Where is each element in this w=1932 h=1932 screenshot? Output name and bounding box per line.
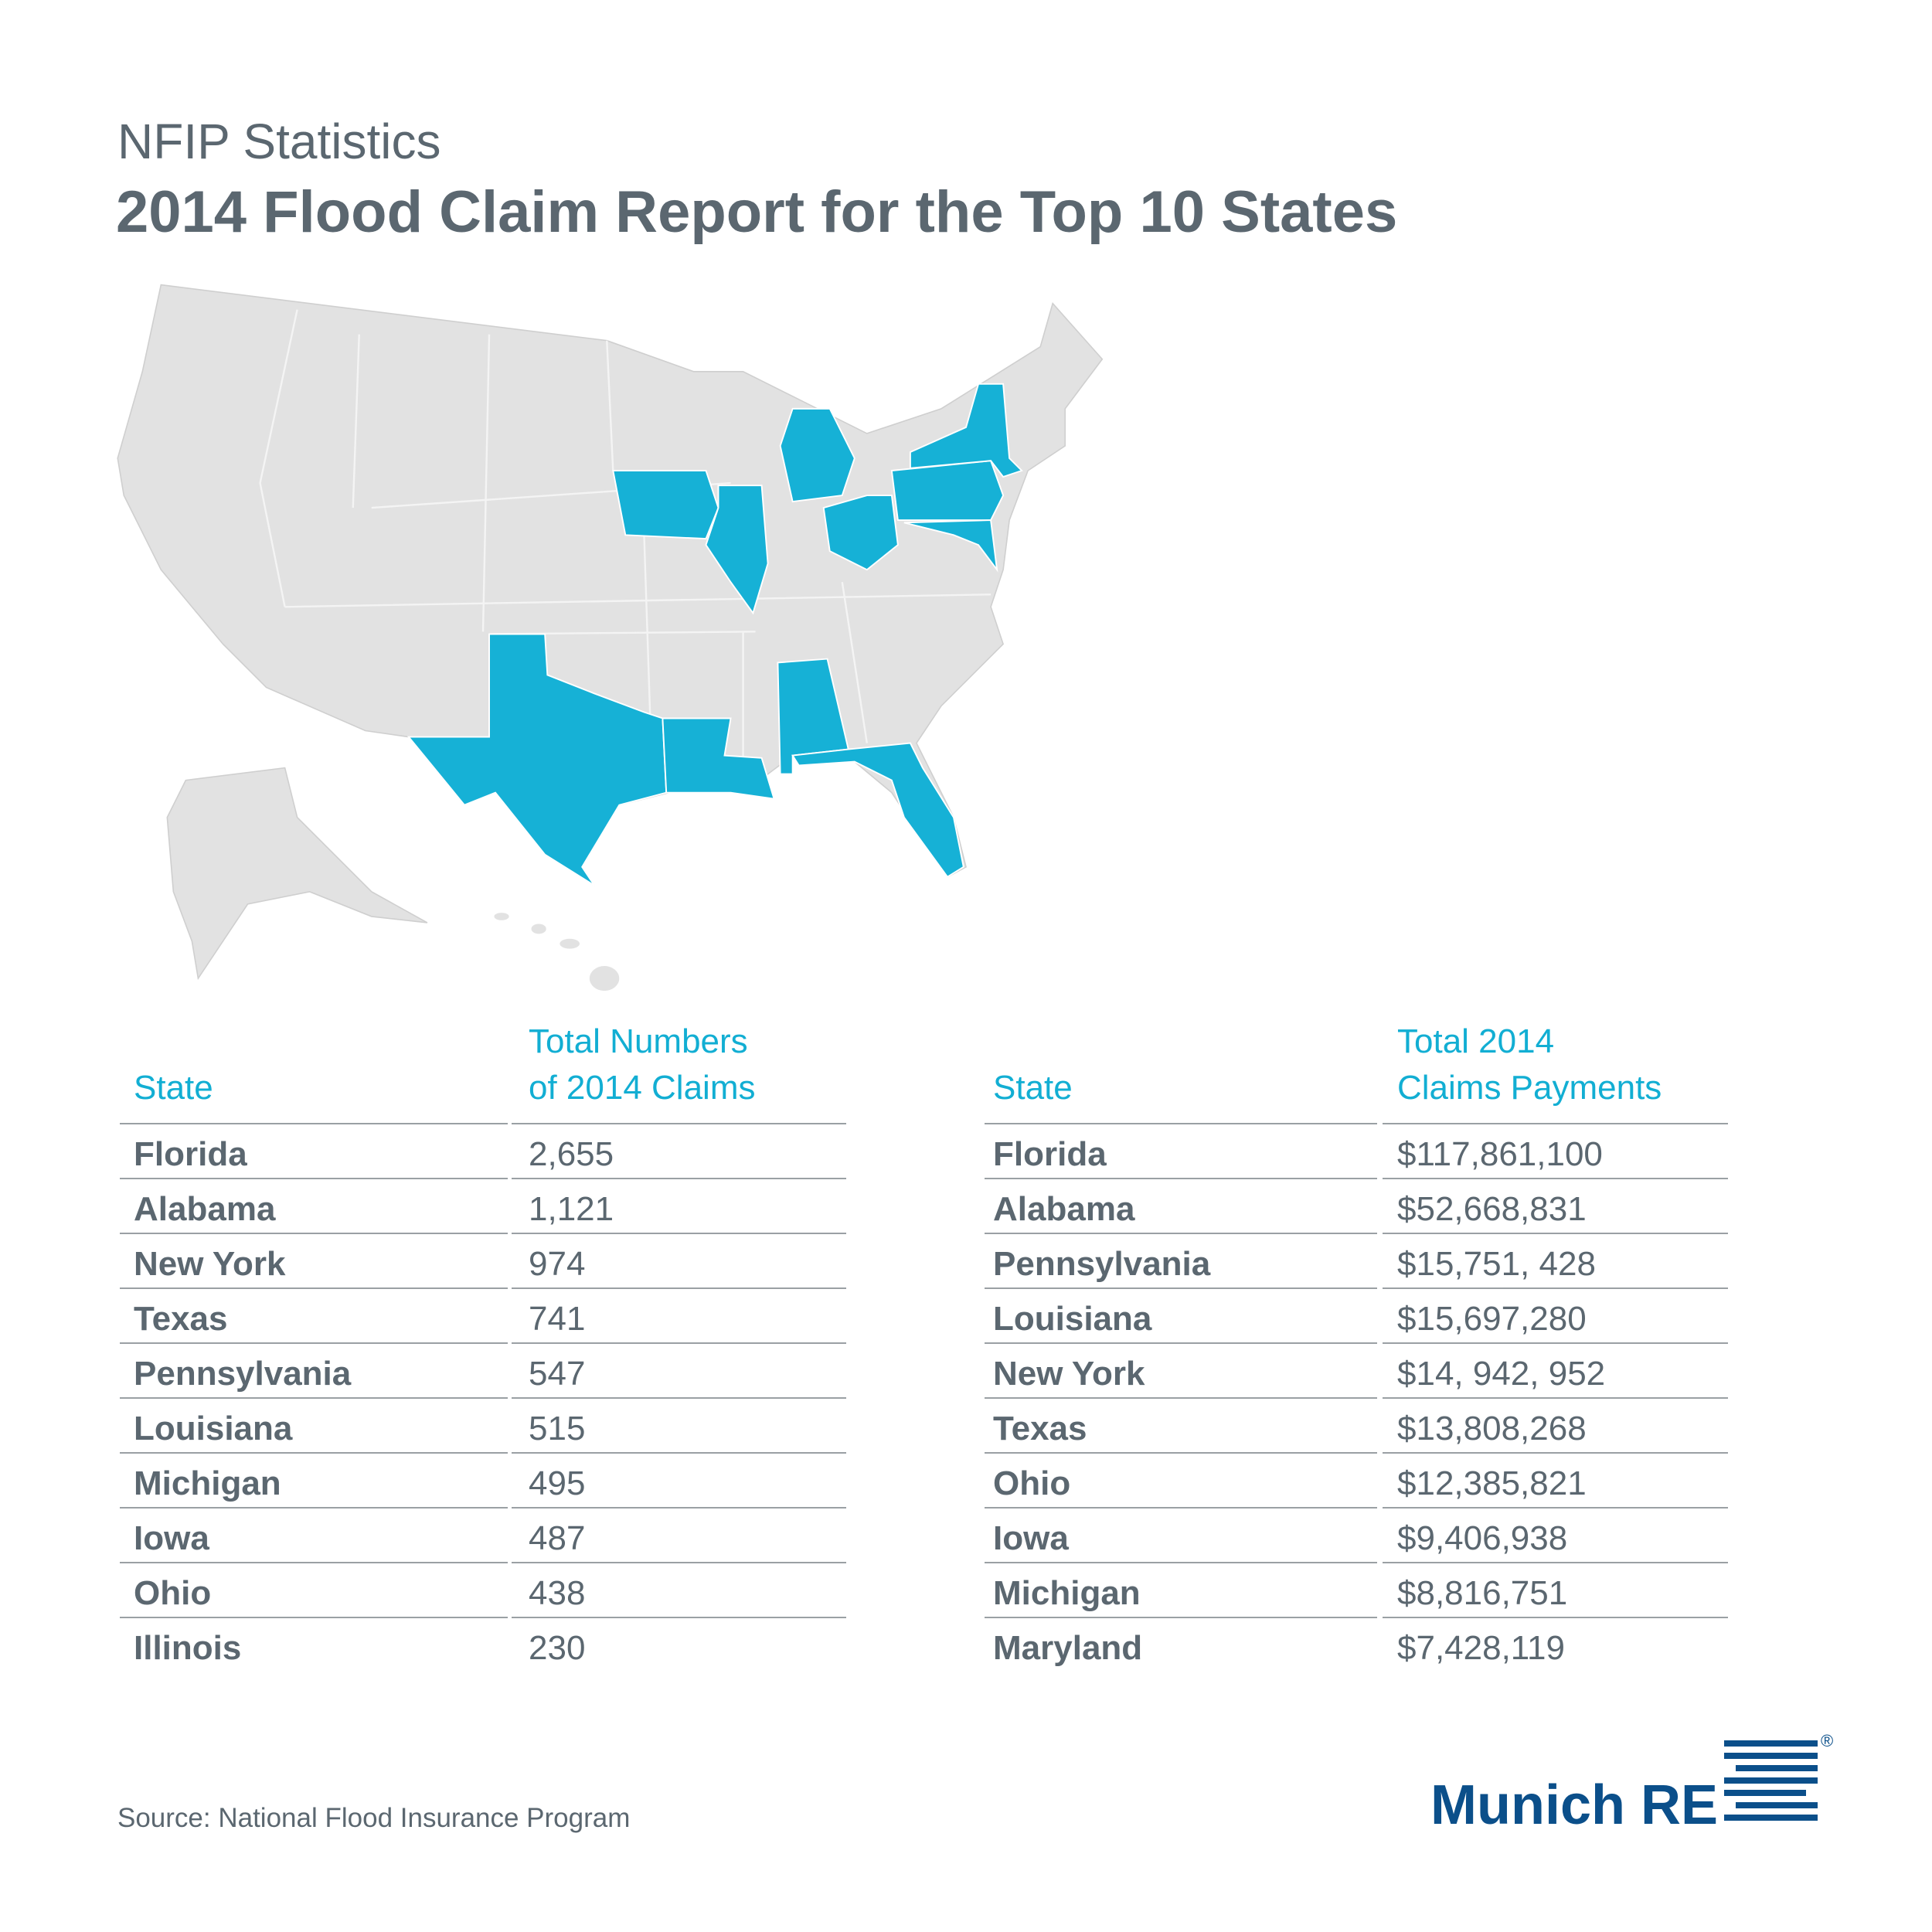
state-name: Maryland bbox=[993, 1629, 1142, 1667]
state-name: Iowa bbox=[993, 1519, 1069, 1557]
cell-value: $52,668,831 bbox=[1397, 1190, 1587, 1228]
cell-value: $9,406,938 bbox=[1397, 1519, 1567, 1557]
state-name: Alabama bbox=[993, 1190, 1135, 1228]
highlighted-states bbox=[406, 383, 1023, 886]
alaska bbox=[166, 767, 428, 981]
cell-value: 230 bbox=[529, 1629, 585, 1667]
cell-value: 1,121 bbox=[529, 1190, 614, 1228]
cell-value: $15,751, 428 bbox=[1397, 1245, 1596, 1283]
state-name: Florida bbox=[993, 1135, 1107, 1173]
cell-value: $14, 942, 952 bbox=[1397, 1355, 1605, 1393]
state-name: Texas bbox=[993, 1410, 1087, 1447]
column-header: State bbox=[134, 1069, 213, 1107]
column-header: Total 2014 Claims Payments bbox=[1397, 1022, 1662, 1107]
subtitle: NFIP Statistics bbox=[117, 114, 440, 169]
state-name: Pennsylvania bbox=[134, 1355, 352, 1393]
state-name: Texas bbox=[134, 1300, 228, 1338]
state-name: Iowa bbox=[134, 1519, 209, 1557]
state-name: Michigan bbox=[993, 1574, 1141, 1612]
cell-value: 515 bbox=[529, 1410, 585, 1447]
cell-value: 974 bbox=[529, 1245, 585, 1283]
us-map bbox=[117, 284, 1104, 992]
state-name: Ohio bbox=[993, 1464, 1070, 1502]
cell-value: 741 bbox=[529, 1300, 585, 1338]
state-name: Michigan bbox=[134, 1464, 281, 1502]
cell-value: $8,816,751 bbox=[1397, 1574, 1567, 1612]
registered-mark: ® bbox=[1821, 1731, 1833, 1750]
state-name: New York bbox=[134, 1245, 286, 1283]
state-name: Florida bbox=[134, 1135, 247, 1173]
cell-value: $7,428,119 bbox=[1397, 1629, 1565, 1667]
logo-text: Munich RE bbox=[1430, 1774, 1718, 1836]
state-name: Louisiana bbox=[134, 1410, 293, 1447]
tables: State Total Numbers of 2014 Claims Florida 2… bbox=[120, 1022, 1728, 1667]
cell-value: 438 bbox=[529, 1574, 585, 1612]
cell-value: 495 bbox=[529, 1464, 585, 1502]
hawaii bbox=[494, 913, 620, 992]
cell-value: 487 bbox=[529, 1519, 585, 1557]
state-name: Pennsylvania bbox=[993, 1245, 1211, 1283]
cell-value: $117,861,100 bbox=[1397, 1135, 1603, 1173]
source: Source: National Flood Insurance Program bbox=[117, 1803, 630, 1833]
cell-value: 2,655 bbox=[529, 1135, 614, 1173]
state-name: Ohio bbox=[134, 1574, 211, 1612]
state-name: Alabama bbox=[134, 1190, 276, 1228]
state-name: New York bbox=[993, 1355, 1145, 1393]
us-outline bbox=[117, 284, 1104, 886]
state-borders bbox=[259, 309, 992, 793]
cell-value: $13,808,268 bbox=[1397, 1410, 1587, 1447]
column-header: Total Numbers of 2014 Claims bbox=[529, 1022, 755, 1107]
cell-value: 547 bbox=[529, 1355, 585, 1393]
state-name: Illinois bbox=[134, 1629, 241, 1667]
cell-value: $15,697,280 bbox=[1397, 1300, 1587, 1338]
logo-icon bbox=[1724, 1740, 1818, 1821]
column-header: State bbox=[993, 1069, 1073, 1107]
title: 2014 Flood Claim Report for the Top 10 S… bbox=[116, 179, 1397, 245]
cell-value: $12,385,821 bbox=[1397, 1464, 1587, 1502]
state-name: Louisiana bbox=[993, 1300, 1152, 1338]
